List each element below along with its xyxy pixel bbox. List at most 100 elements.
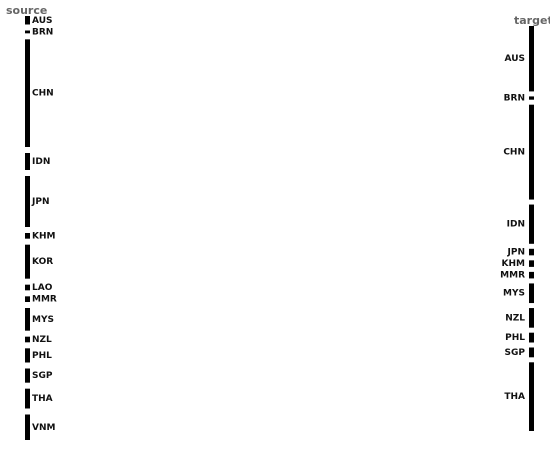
link-idn-chn xyxy=(30,115,529,163)
link-khm-tha xyxy=(30,237,529,408)
target-label-mmr: MMR xyxy=(500,271,525,281)
target-node-chn xyxy=(529,104,534,200)
link-chn-tha xyxy=(30,109,529,394)
link-vnm-brn xyxy=(30,99,529,418)
target-node-idn xyxy=(529,204,534,244)
links-layer xyxy=(30,16,529,437)
link-phl-phl xyxy=(30,340,529,358)
link-kor-brn xyxy=(30,98,529,251)
link-vnm-idn xyxy=(30,242,529,429)
link-mmr-mys xyxy=(30,299,529,300)
link-mys-khm xyxy=(30,264,529,322)
link-chn-jpn xyxy=(30,83,529,251)
link-mys-tha xyxy=(30,325,529,421)
link-lao-tha xyxy=(30,289,529,417)
source-label-nzl: NZL xyxy=(32,335,52,345)
link-khm-mys xyxy=(30,236,529,296)
link-brn-tha xyxy=(30,32,529,364)
link-lao-phl xyxy=(30,288,529,339)
link-jpn-brn xyxy=(30,98,529,185)
source-label-phl: PHL xyxy=(32,351,52,361)
target-label-idn: IDN xyxy=(507,220,525,230)
link-mys-idn xyxy=(30,234,529,322)
link-idn-mys xyxy=(30,164,529,293)
link-sgp-mys xyxy=(30,300,529,377)
link-tha-idn xyxy=(30,239,529,401)
link-jpn-tha xyxy=(30,212,529,407)
link-lao-mys xyxy=(30,288,529,298)
source-label-mys: MYS xyxy=(32,315,54,325)
link-chn-brn xyxy=(30,63,529,98)
link-tha-jpn xyxy=(30,254,529,402)
link-tha-aus xyxy=(30,84,529,392)
source-label-chn: CHN xyxy=(32,89,54,99)
link-jpn-aus xyxy=(30,56,529,184)
target-node-mys xyxy=(529,283,534,304)
link-mmr-chn xyxy=(30,154,529,299)
link-sgp-nzl xyxy=(30,324,529,378)
link-aus-mmr xyxy=(30,20,529,272)
link-lao-aus xyxy=(30,73,529,285)
source-label-khm: KHM xyxy=(32,231,56,241)
source-label-tha: THA xyxy=(32,394,53,404)
link-chn-idn xyxy=(30,68,529,223)
link-aus-chn xyxy=(30,16,529,108)
link-chn-mys xyxy=(30,89,529,292)
target-label-jpn: JPN xyxy=(507,248,525,258)
link-aus-tha xyxy=(30,22,529,364)
link-sgp-khm xyxy=(30,265,529,377)
link-kor-mys xyxy=(30,264,529,299)
link-chn-sgp xyxy=(30,106,529,352)
link-khm-chn xyxy=(30,139,529,236)
link-aus-idn xyxy=(30,19,529,205)
link-lao-nzl xyxy=(30,288,529,322)
link-kor-khm xyxy=(30,263,529,265)
link-brn-chn xyxy=(30,31,529,110)
link-jpn-sgp xyxy=(30,211,529,353)
target-label-chn: CHN xyxy=(503,148,525,158)
target-label-brn: BRN xyxy=(504,94,525,104)
link-nzl-idn xyxy=(30,237,529,340)
target-label-aus: AUS xyxy=(505,54,525,64)
link-idn-idn xyxy=(30,163,529,224)
link-idn-khm xyxy=(30,163,529,263)
link-lao-idn xyxy=(30,233,529,288)
link-khm-phl xyxy=(30,237,529,338)
link-chn-mmr xyxy=(30,87,529,275)
link-mmr-aus xyxy=(30,74,529,297)
link-jpn-phl xyxy=(30,210,529,337)
link-jpn-idn xyxy=(30,198,529,228)
link-sgp-tha xyxy=(30,379,529,427)
link-tha-tha xyxy=(30,406,529,428)
source-node-lao xyxy=(25,284,30,291)
target-label-phl: PHL xyxy=(505,333,525,343)
link-idn-nzl xyxy=(30,164,529,317)
link-mmr-phl xyxy=(30,300,529,339)
link-tha-sgp xyxy=(30,356,529,406)
link-mmr-tha xyxy=(30,300,529,417)
link-tha-mys xyxy=(30,301,529,404)
source-node-sgp xyxy=(25,368,30,383)
link-sgp-aus xyxy=(30,81,529,370)
source-label-vnm: VNM xyxy=(32,423,55,433)
source-node-vnm xyxy=(25,414,30,440)
link-mys-aus xyxy=(30,75,529,311)
link-phl-jpn xyxy=(30,254,529,357)
source-node-jpn xyxy=(25,176,30,227)
link-kor-jpn xyxy=(30,253,529,263)
link-kor-chn xyxy=(30,142,529,259)
link-tha-khm xyxy=(30,265,529,402)
link-phl-nzl xyxy=(30,324,529,359)
source-node-aus xyxy=(25,16,30,25)
link-khm-aus xyxy=(30,66,529,234)
link-aus-aus xyxy=(30,16,529,26)
link-phl-chn xyxy=(30,168,529,355)
source-axis-title: source xyxy=(6,4,48,17)
link-chn-phl xyxy=(30,103,529,336)
link-mmr-nzl xyxy=(30,299,529,322)
link-chn-aus xyxy=(30,27,529,63)
link-nzl-aus xyxy=(30,78,529,337)
link-kor-aus xyxy=(30,66,529,250)
link-aus-sgp xyxy=(30,22,529,348)
source-node-mys xyxy=(25,308,30,331)
